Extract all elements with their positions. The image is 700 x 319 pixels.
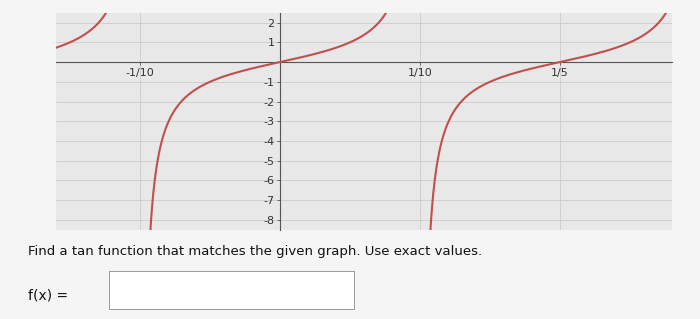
Text: Find a tan function that matches the given graph. Use exact values.: Find a tan function that matches the giv… (28, 245, 482, 258)
Text: f(x) =: f(x) = (28, 289, 68, 303)
